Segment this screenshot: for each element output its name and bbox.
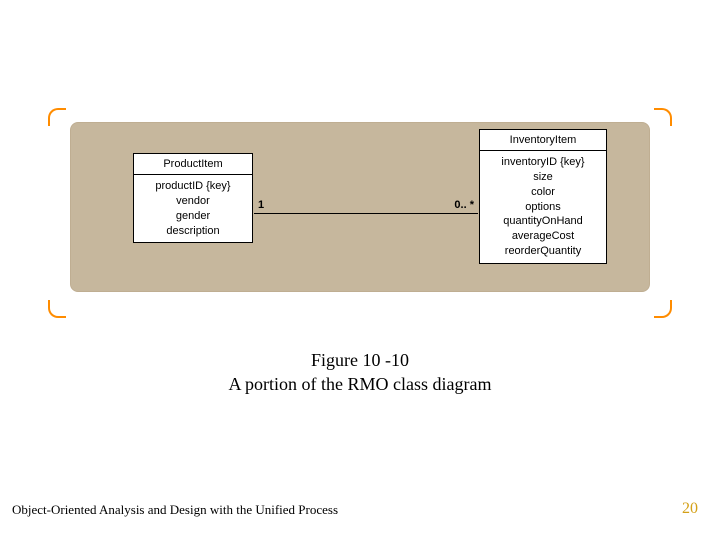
uml-class-name: InventoryItem [480, 130, 606, 151]
uml-multiplicity-right: 0.. * [454, 199, 474, 211]
uml-attr: quantityOnHand [486, 214, 600, 229]
bracket-corner [654, 300, 672, 318]
uml-attr: vendor [140, 194, 246, 209]
uml-attr: color [486, 185, 600, 200]
bracket-corner [48, 300, 66, 318]
uml-class-inventoryitem: InventoryItem inventoryID {key} size col… [479, 129, 607, 264]
caption-line2: A portion of the RMO class diagram [0, 372, 720, 396]
uml-attr: productID {key} [140, 179, 246, 194]
uml-attr: gender [140, 209, 246, 224]
footer-page-number: 20 [682, 500, 698, 518]
uml-multiplicity-left: 1 [258, 199, 264, 211]
uml-class-name: ProductItem [134, 154, 252, 175]
uml-attr: inventoryID {key} [486, 155, 600, 170]
uml-attr: description [140, 224, 246, 239]
bracket-corner [654, 108, 672, 126]
figure-caption: Figure 10 -10 A portion of the RMO class… [0, 348, 720, 397]
uml-attr: options [486, 200, 600, 215]
uml-class-productitem: ProductItem productID {key} vendor gende… [133, 153, 253, 243]
footer-text: Object-Oriented Analysis and Design with… [12, 502, 338, 518]
uml-attr: reorderQuantity [486, 244, 600, 259]
diagram-panel: ProductItem productID {key} vendor gende… [70, 122, 650, 292]
uml-attr: size [486, 170, 600, 185]
uml-attr: averageCost [486, 229, 600, 244]
slide: ProductItem productID {key} vendor gende… [0, 0, 720, 540]
uml-association-line [254, 213, 478, 214]
caption-line1: Figure 10 -10 [0, 348, 720, 372]
uml-class-attrs: inventoryID {key} size color options qua… [480, 151, 606, 263]
uml-class-attrs: productID {key} vendor gender descriptio… [134, 175, 252, 242]
bracket-corner [48, 108, 66, 126]
